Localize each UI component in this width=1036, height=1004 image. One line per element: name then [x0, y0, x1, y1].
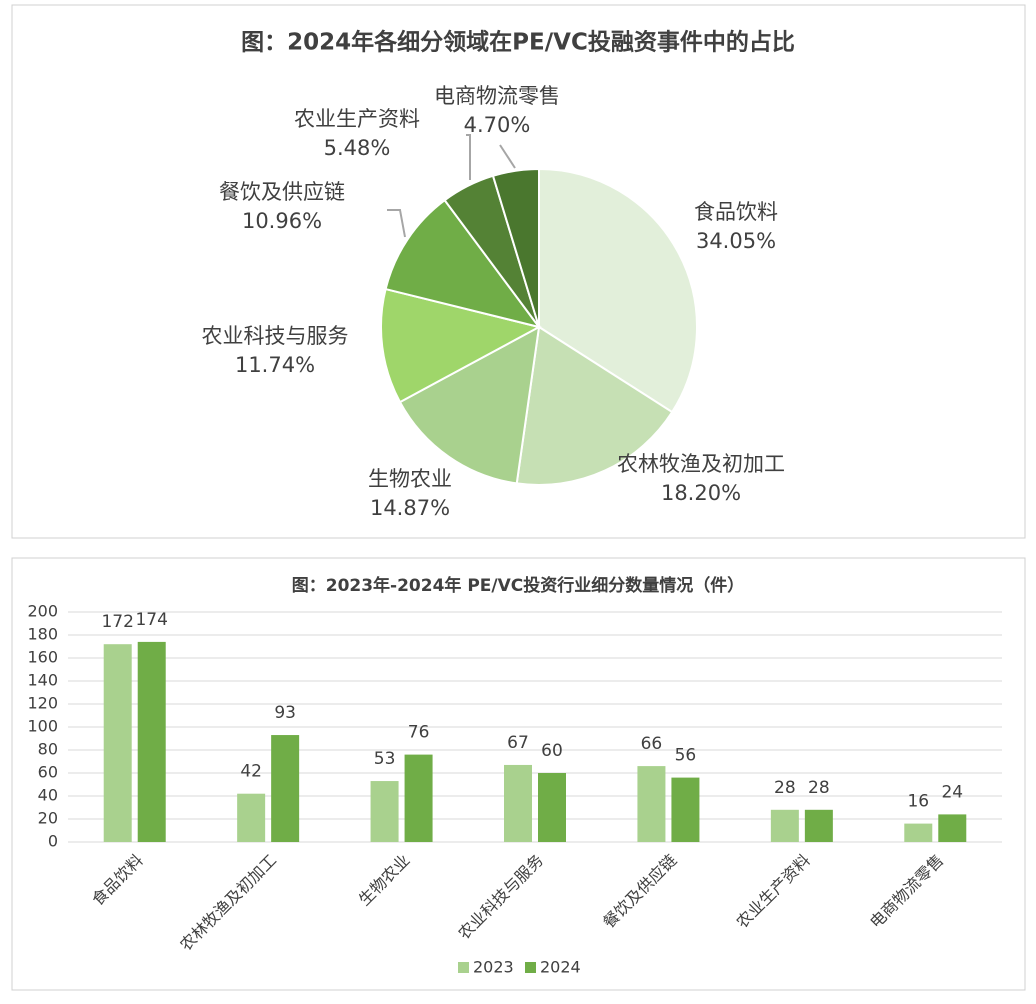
slice-value-label: 10.96%: [242, 209, 322, 233]
y-tick-label: 140: [27, 671, 58, 690]
pie-slice: [515, 325, 674, 486]
slice-label: 食品饮料: [694, 200, 778, 224]
slice-label: 电商物流零售: [434, 84, 560, 108]
bar: [103, 644, 132, 842]
slice-label: 餐饮及供应链: [219, 180, 345, 204]
bar: [637, 766, 666, 842]
bar: [504, 764, 532, 842]
bar: [370, 781, 399, 842]
bar: [538, 773, 566, 842]
data-label: 174: [135, 610, 167, 630]
bar: [770, 809, 799, 842]
legend-swatch: [525, 962, 536, 973]
legend-label: 2023: [473, 958, 514, 977]
bar: [804, 809, 833, 842]
bar: [938, 814, 967, 842]
y-tick-label: 20: [38, 809, 58, 828]
data-label: 42: [240, 762, 262, 782]
bar: [237, 793, 266, 842]
slice-value-label: 14.87%: [370, 496, 450, 520]
y-tick-label: 100: [27, 717, 58, 736]
y-tick-label: 120: [27, 694, 58, 713]
leader-line: [499, 144, 516, 169]
slice-value-label: 11.74%: [235, 353, 315, 377]
y-tick-label: 160: [27, 648, 58, 667]
data-label: 66: [641, 734, 663, 754]
y-tick-label: 0: [48, 832, 58, 851]
y-tick-label: 40: [38, 786, 58, 805]
bar: [904, 823, 933, 842]
data-label: 24: [941, 782, 963, 802]
slice-label: 农林牧渔及初加工: [617, 452, 785, 476]
data-label: 28: [774, 778, 796, 798]
pie-slice: [398, 325, 541, 485]
slice-label: 农业生产资料: [294, 107, 420, 131]
leader-line: [466, 134, 471, 180]
legend-swatch: [458, 962, 469, 973]
slice-value-label: 34.05%: [696, 229, 776, 253]
y-tick-label: 200: [27, 602, 58, 621]
chart-title: 图：2023年-2024年 PE/VC投资行业细分数量情况（件）: [292, 575, 745, 596]
data-label: 93: [274, 703, 296, 723]
bar: [671, 777, 700, 842]
pie-slice: [491, 167, 540, 328]
y-tick-label: 60: [38, 763, 58, 782]
bar: [271, 735, 300, 842]
chart-title: 图：2024年各细分领域在PE/VC投融资事件中的占比: [241, 29, 795, 56]
slice-value-label: 5.48%: [324, 136, 391, 160]
data-label: 172: [101, 612, 133, 632]
pie-slice: [384, 198, 542, 329]
slice-label: 生物农业: [368, 467, 452, 491]
slice-value-label: 18.20%: [661, 481, 741, 505]
data-label: 67: [507, 733, 529, 753]
data-label: 53: [374, 749, 396, 769]
slice-label: 农业科技与服务: [202, 324, 349, 348]
data-label: 76: [408, 723, 430, 743]
data-label: 16: [907, 792, 929, 812]
y-tick-label: 80: [38, 740, 58, 759]
bar: [137, 641, 166, 842]
slice-value-label: 4.70%: [464, 113, 531, 137]
y-tick-label: 180: [27, 625, 58, 644]
data-label: 28: [808, 778, 830, 798]
data-label: 60: [541, 741, 563, 761]
bar: [404, 754, 433, 842]
leader-line: [387, 209, 406, 238]
data-label: 56: [675, 746, 697, 766]
legend-label: 2024: [540, 958, 581, 977]
